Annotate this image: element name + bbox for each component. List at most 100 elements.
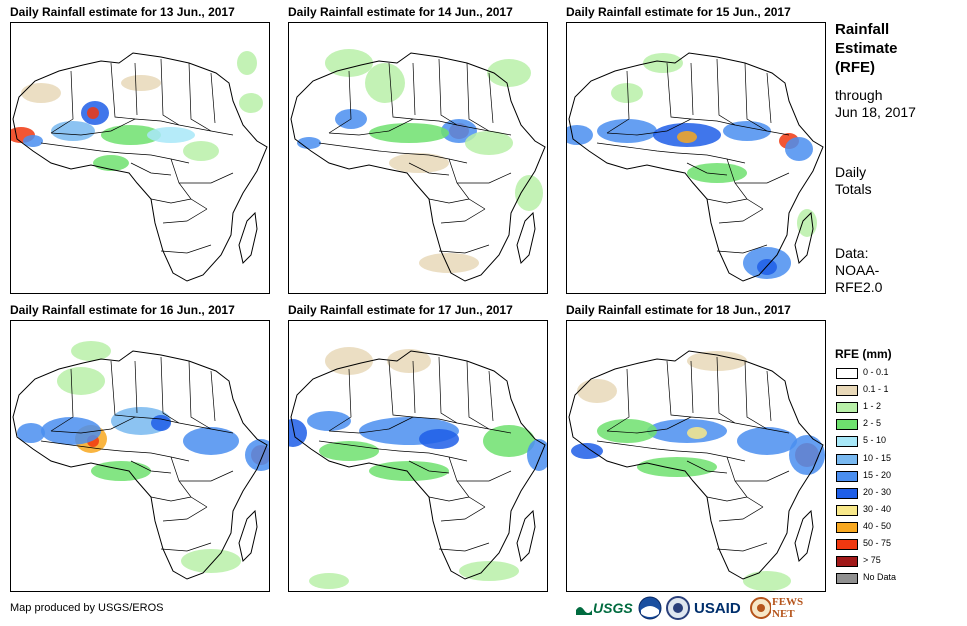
panel-title: Daily Rainfall estimate for 13 Jun., 201…: [10, 5, 235, 19]
rainfall-area: [515, 175, 543, 211]
legend-swatch: [836, 419, 858, 431]
rainfall-area: [389, 153, 449, 173]
legend-label: 50 - 75: [863, 538, 892, 548]
country-border: [686, 460, 728, 474]
legend-label: 30 - 40: [863, 503, 892, 514]
dhs-seal-logo: [666, 594, 690, 622]
legend-item: 0 - 0.1: [836, 366, 946, 382]
legend-item: 40 - 50: [836, 520, 946, 536]
legend-label: 5 - 10: [863, 435, 887, 446]
country-border: [716, 542, 768, 552]
country-border: [666, 360, 692, 418]
rainfall-area: [183, 427, 239, 455]
noaa-seal-icon: [638, 596, 662, 620]
country-border: [766, 370, 772, 422]
country-border: [676, 152, 746, 164]
rainfall-area: [687, 427, 707, 439]
country-border: [150, 496, 192, 502]
country-border: [210, 72, 216, 124]
country-border: [160, 542, 212, 552]
rainfall-area: [239, 93, 263, 113]
country-border: [488, 370, 494, 422]
rainfall-area: [93, 155, 129, 171]
rainfall-area: [757, 259, 777, 275]
legend-label: 15 - 20: [863, 469, 892, 480]
country-border: [50, 118, 234, 136]
rainfall-area: [147, 127, 195, 143]
madagascar-outline: [516, 509, 536, 562]
panel-title: Daily Rainfall estimate for 17 Jun., 201…: [288, 303, 513, 317]
legend-label: No Data: [863, 572, 897, 583]
country-border: [438, 542, 490, 552]
rainfall-area: [483, 425, 535, 457]
country-border: [744, 360, 768, 430]
fews-net-logo: FEWS NET: [750, 594, 826, 622]
legend-swatch: [836, 573, 858, 585]
country-border: [179, 172, 234, 184]
legend-title: RFE (mm): [835, 347, 892, 361]
legend-item: 50 - 75: [836, 537, 946, 553]
legend-label: > 75: [863, 555, 881, 566]
country-border: [666, 62, 692, 120]
country-border: [466, 62, 490, 132]
rainfall-area: [181, 549, 241, 573]
madagascar-outline: [238, 509, 258, 562]
country-border: [210, 370, 216, 422]
country-border: [690, 360, 694, 414]
rainfall-area: [465, 131, 513, 155]
country-border: [162, 506, 208, 522]
legend-label: 20 - 30: [863, 486, 892, 497]
country-border: [40, 142, 122, 154]
map-panel-18-jun: Daily Rainfall estimate for 18 Jun., 201…: [566, 303, 828, 593]
country-border: [676, 450, 746, 462]
rainfall-area: [183, 141, 219, 161]
legend-swatch: [836, 539, 858, 550]
country-border: [606, 70, 630, 134]
panel-title: Daily Rainfall estimate for 18 Jun., 201…: [566, 303, 791, 317]
legend-swatch: [836, 521, 858, 533]
rainfall-area: [23, 135, 43, 147]
country-border: [408, 162, 450, 176]
sidebar-daily-totals: Daily Totals: [835, 164, 872, 197]
rainfall-map: [10, 320, 270, 592]
rainfall-map: [288, 320, 548, 592]
madagascar-outline: [516, 211, 536, 264]
panel-title: Daily Rainfall estimate for 16 Jun., 201…: [10, 303, 235, 317]
legend-label: 2 - 5: [863, 418, 882, 429]
rainfall-area: [441, 119, 477, 143]
legend-item: 20 - 30: [836, 486, 946, 502]
rainfall-map: [10, 22, 270, 294]
country-border: [130, 460, 172, 474]
country-border: [438, 58, 458, 126]
country-border: [170, 456, 208, 508]
country-border: [170, 158, 208, 210]
rainfall-area: [17, 423, 45, 443]
country-border: [160, 356, 180, 424]
legend-item: > 75: [836, 554, 946, 570]
country-border: [457, 172, 512, 184]
africa-coastline: [12, 52, 268, 282]
country-border: [706, 496, 748, 502]
rainfall-area: [487, 59, 531, 87]
country-border: [120, 152, 190, 164]
country-border: [606, 416, 790, 434]
country-border: [718, 506, 764, 522]
rainfall-area: [597, 419, 657, 443]
country-border: [726, 456, 764, 508]
country-border: [328, 368, 352, 432]
legend-item: 0.1 - 1: [836, 383, 946, 399]
legend-label: 0.1 - 1: [863, 384, 889, 395]
country-border: [160, 58, 180, 126]
sidebar-title: Rainfall Estimate (RFE): [835, 21, 898, 76]
rainfall-area: [527, 439, 547, 471]
rainfall-area: [789, 435, 825, 475]
country-border: [606, 118, 790, 136]
rainfall-area: [647, 419, 727, 443]
legend-swatch: [836, 402, 858, 414]
panel-title: Daily Rainfall estimate for 15 Jun., 201…: [566, 5, 791, 19]
country-border: [686, 162, 728, 176]
country-border: [690, 62, 694, 116]
rainfall-map: [566, 320, 826, 592]
rainfall-area: [643, 53, 683, 73]
rainfall-area: [419, 429, 459, 449]
